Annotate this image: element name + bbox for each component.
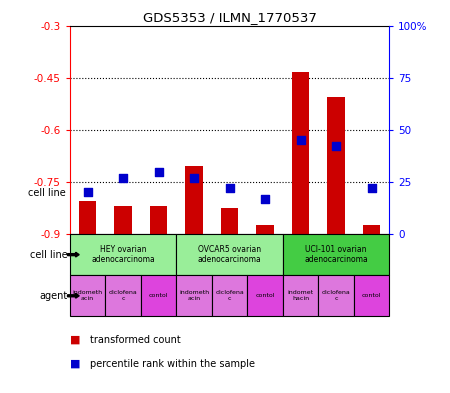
Text: contol: contol	[362, 293, 381, 298]
FancyBboxPatch shape	[141, 275, 176, 316]
FancyBboxPatch shape	[70, 275, 105, 316]
Point	[368, 185, 375, 191]
Point	[333, 143, 340, 150]
Bar	[327, 97, 345, 234]
Text: ■: ■	[70, 335, 80, 345]
Bar	[79, 201, 96, 234]
Text: cell line: cell line	[30, 250, 68, 260]
Text: indometh
acin: indometh acin	[179, 290, 209, 301]
Text: diclofena
c: diclofena c	[215, 290, 244, 301]
Bar	[149, 206, 167, 234]
FancyBboxPatch shape	[247, 275, 283, 316]
FancyBboxPatch shape	[176, 234, 283, 275]
Text: contol: contol	[149, 293, 168, 298]
FancyBboxPatch shape	[354, 275, 389, 316]
Bar	[292, 72, 310, 234]
FancyBboxPatch shape	[283, 275, 318, 316]
Text: UCI-101 ovarian
adenocarcinoma: UCI-101 ovarian adenocarcinoma	[304, 245, 368, 264]
Point	[297, 137, 304, 143]
FancyBboxPatch shape	[105, 275, 141, 316]
Text: diclofena
c: diclofena c	[108, 290, 137, 301]
Bar	[185, 166, 203, 234]
Bar	[114, 206, 132, 234]
Text: ■: ■	[70, 358, 80, 369]
Point	[155, 168, 162, 174]
Point	[190, 174, 198, 181]
Text: contol: contol	[255, 293, 275, 298]
FancyBboxPatch shape	[283, 234, 389, 275]
Text: HEY ovarian
adenocarcinoma: HEY ovarian adenocarcinoma	[91, 245, 155, 264]
Bar	[363, 225, 380, 234]
Text: indometh
acin: indometh acin	[72, 290, 103, 301]
Text: cell line: cell line	[27, 188, 65, 198]
Text: OVCAR5 ovarian
adenocarcinoma: OVCAR5 ovarian adenocarcinoma	[198, 245, 261, 264]
Text: transformed count: transformed count	[90, 335, 181, 345]
Bar	[220, 208, 238, 234]
Title: GDS5353 / ILMN_1770537: GDS5353 / ILMN_1770537	[143, 11, 316, 24]
FancyBboxPatch shape	[70, 234, 176, 275]
Point	[226, 185, 233, 191]
Bar	[256, 225, 274, 234]
Text: diclofena
c: diclofena c	[322, 290, 351, 301]
Point	[261, 195, 269, 202]
FancyBboxPatch shape	[212, 275, 247, 316]
Text: percentile rank within the sample: percentile rank within the sample	[90, 358, 255, 369]
Text: indomet
hacin: indomet hacin	[288, 290, 314, 301]
FancyBboxPatch shape	[318, 275, 354, 316]
Text: agent: agent	[39, 291, 68, 301]
FancyBboxPatch shape	[176, 275, 212, 316]
Point	[84, 189, 91, 195]
Point	[119, 174, 126, 181]
